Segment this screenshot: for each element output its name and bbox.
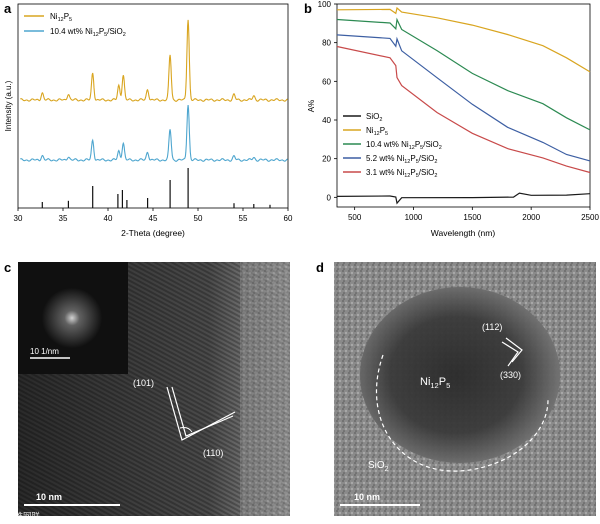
x-tick-label: 50 xyxy=(194,214,203,223)
abs-series-3 xyxy=(336,34,591,162)
abs-series-1 xyxy=(336,6,591,73)
angle-marker-outer xyxy=(166,386,236,441)
reference-sticks xyxy=(41,168,271,208)
nanoparticle xyxy=(360,287,560,463)
xrd-y-label: Intensity (a.u.) xyxy=(4,80,13,131)
abs-plot-frame xyxy=(336,3,591,208)
shell-label: SiO2 xyxy=(368,460,389,473)
legend-entry-2: 10.4 wt% Ni12P5/SiO2 xyxy=(366,140,442,151)
plane-label-112: (112) xyxy=(482,322,502,332)
xrd-x-ticks: 30 35 40 45 50 55 60 xyxy=(14,208,293,223)
x-tick-label: 40 xyxy=(104,214,113,223)
plane-label-330: (330) xyxy=(500,370,521,380)
x-tick-label: 1500 xyxy=(463,213,481,222)
angle-arc xyxy=(179,427,193,433)
y-tick-label: 40 xyxy=(322,116,331,125)
abs-legend: SiO2 Ni12P5 10.4 wt% Ni12P5/SiO2 5.2 wt% Ni… xyxy=(343,112,442,179)
x-tick-label: 35 xyxy=(59,214,68,223)
plane-label-110: (110) xyxy=(203,448,223,458)
legend-entry-10-4: 10.4 wt% Ni12P5/SiO2 xyxy=(50,27,126,38)
xrd-series-ni12p5 xyxy=(20,19,288,102)
x-tick-label: 30 xyxy=(14,214,23,223)
legend-entry-ni12p5: Ni12P5 xyxy=(50,12,72,23)
x-tick-label: 45 xyxy=(149,214,158,223)
xrd-series-10-4wt xyxy=(20,105,288,162)
watermark: 六维网联 xyxy=(6,511,41,521)
x-tick-label: 2000 xyxy=(522,213,540,222)
amorphous-edge xyxy=(240,262,290,516)
x-tick-label: 60 xyxy=(284,214,293,223)
scale-label-c: 10 nm xyxy=(36,492,62,502)
particle-outline-dashed xyxy=(375,354,549,472)
x-tick-label: 55 xyxy=(239,214,248,223)
plane-label-101: (101) xyxy=(133,378,154,388)
y-tick-label: 20 xyxy=(322,155,331,164)
scale-label-d: 10 nm xyxy=(354,492,380,502)
legend-entry-3: 5.2 wt% Ni12P5/SiO2 xyxy=(366,154,437,165)
xrd-legend: Ni12P5 10.4 wt% Ni12P5/SiO2 xyxy=(24,12,126,38)
panel-a-letter: a xyxy=(4,1,12,16)
abs-lines xyxy=(336,6,591,205)
y-tick-label: 0 xyxy=(327,193,332,202)
xrd-lines xyxy=(20,19,288,162)
legend-entry-4: 3.1 wt% Ni12P5/SiO2 xyxy=(366,168,437,179)
abs-y-label: A% xyxy=(307,100,316,112)
angle-marker-d-inner xyxy=(501,341,519,367)
y-tick-label: 100 xyxy=(318,0,332,9)
legend-entry-0: SiO2 xyxy=(366,112,382,123)
abs-series-0 xyxy=(336,192,591,205)
hrtem-image-c: 10 1/nm (101) (110) 10 nm xyxy=(18,262,290,516)
abs-series-4 xyxy=(336,45,591,174)
y-tick-label: 80 xyxy=(322,39,331,48)
hrtem-image-d: (112) (330) Ni12P5 SiO2 10 nm xyxy=(334,262,596,516)
panel-c-letter: c xyxy=(4,260,11,275)
angle-marker-d-outer xyxy=(505,337,523,363)
fft-spot-pattern xyxy=(42,288,102,348)
abs-x-label: Wavelength (nm) xyxy=(431,228,496,238)
xrd-chart: 30 35 40 45 50 55 60 2-Theta (degree) Intensit… xyxy=(4,3,293,238)
panel-d-letter: d xyxy=(316,260,324,275)
x-tick-label: 2500 xyxy=(581,213,599,222)
panel-b-letter: b xyxy=(304,1,312,16)
x-tick-label: 1000 xyxy=(405,213,423,222)
abs-ticks: 500 1000 1500 2000 2500 0 20 40 60 80 100 xyxy=(318,0,600,222)
core-label: Ni12P5 xyxy=(420,376,450,390)
angle-marker-inner xyxy=(171,386,234,437)
x-tick-label: 500 xyxy=(348,213,362,222)
xrd-x-label: 2-Theta (degree) xyxy=(121,228,185,238)
legend-entry-1: Ni12P5 xyxy=(366,126,388,137)
y-tick-label: 60 xyxy=(322,77,331,86)
absorbance-chart: 500 1000 1500 2000 2500 0 20 40 60 80 100 Waveleng… xyxy=(307,0,599,238)
abs-series-2 xyxy=(336,17,591,131)
inset-scale-label: 10 1/nm xyxy=(30,347,59,356)
